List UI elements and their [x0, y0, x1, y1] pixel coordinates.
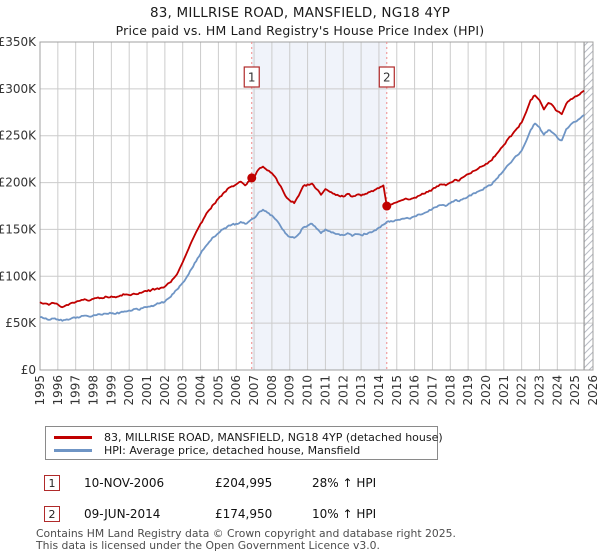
sale-2-hpi-delta: 10% ↑ HPI: [312, 507, 377, 521]
chart-subtitle: Price paid vs. HM Land Registry's House …: [115, 23, 485, 38]
x-axis-tick-label: 2014: [372, 375, 386, 406]
sale-row-1: 1 10-NOV-2006 £204,995 28% ↑ HPI: [0, 475, 600, 492]
y-axis-tick-label: £200K: [0, 176, 37, 190]
sale-1-marker-dot: [247, 173, 257, 183]
x-axis-tick-label: 2013: [354, 375, 368, 406]
plot-border: [39, 41, 594, 371]
sale-1-price: £204,995: [215, 476, 273, 490]
hpi-line: [39, 114, 585, 322]
sale-1-badge: 1: [44, 475, 60, 491]
x-axis-tick-label: 1997: [69, 375, 83, 406]
footer-line-2: This data is licensed under the Open Gov…: [36, 538, 380, 552]
chart-legend: 83, MILLRISE ROAD, MANSFIELD, NG18 4YP (…: [45, 426, 443, 460]
x-axis-tick-label: 2022: [515, 375, 529, 406]
x-axis-tick-label: 2006: [229, 375, 243, 406]
property-price-line: [39, 89, 585, 309]
x-axis-tick-label: 2019: [461, 375, 475, 406]
x-axis-tick-label: 2002: [158, 375, 172, 406]
x-axis-tick-label: 2016: [408, 375, 422, 406]
x-axis-tick-label: 2001: [140, 375, 154, 406]
legend-item-hpi: HPI: Average price, detached house, Mans…: [54, 444, 437, 457]
y-axis-tick-label: £250K: [0, 129, 37, 143]
x-axis-tick-label: 2005: [211, 375, 225, 406]
x-axis-tick-label: 2025: [568, 375, 582, 406]
x-axis-tick-label: 2020: [479, 375, 493, 406]
property-line-swatch: [54, 436, 92, 439]
x-axis-tick-label: 2012: [336, 375, 350, 406]
sale-1-chart-badge-label: 1: [248, 71, 256, 85]
sale-2-marker-dot: [382, 201, 392, 211]
x-axis-tick-label: 2018: [443, 375, 457, 406]
x-axis-tick-label: 2024: [550, 375, 564, 406]
chart-title: 83, MILLRISE ROAD, MANSFIELD, NG18 4YP: [149, 5, 451, 21]
x-axis-tick-label: 1996: [51, 375, 65, 406]
x-axis-tick-label: 2023: [532, 375, 546, 406]
x-axis-tick-label: 2007: [247, 375, 261, 406]
x-axis-tick-label: 1995: [33, 375, 47, 406]
sale-2-price: £174,950: [215, 507, 273, 521]
sale-row-2: 2 09-JUN-2014 £174,950 10% ↑ HPI: [0, 506, 600, 523]
footer-line-1: Contains HM Land Registry data © Crown c…: [36, 527, 456, 540]
x-axis-tick-label: 2009: [283, 375, 297, 406]
sale-2-badge: 2: [44, 506, 60, 522]
y-axis-tick-label: £100K: [0, 269, 37, 283]
sale-1-date: 10-NOV-2006: [84, 476, 165, 490]
x-axis-tick-label: 2026: [586, 375, 600, 406]
x-axis-tick-label: 2010: [301, 375, 315, 406]
legend-label-hpi: HPI: Average price, detached house, Mans…: [104, 444, 361, 457]
attribution-footer: Contains HM Land Registry data © Crown c…: [36, 528, 456, 552]
y-axis-tick-label: £150K: [0, 222, 37, 236]
legend-label-property: 83, MILLRISE ROAD, MANSFIELD, NG18 4YP (…: [104, 431, 443, 444]
sale-2-chart-badge-label: 2: [383, 71, 391, 85]
x-axis-tick-label: 2003: [176, 375, 190, 406]
price-history-chart: 1 2 £0 £50K £100K £150K £200K £250K £300K £350K 19…: [0, 35, 600, 406]
x-axis-tick-label: 2017: [425, 375, 439, 406]
legend-item-property: 83, MILLRISE ROAD, MANSFIELD, NG18 4YP (…: [54, 431, 443, 444]
y-axis-tick-label: £350K: [0, 35, 37, 49]
future-hatch-region: [584, 42, 593, 370]
x-axis-tick-label: 2011: [318, 375, 332, 406]
x-axis-tick-label: 2015: [390, 375, 404, 406]
sale-1-chart-badge: [243, 66, 260, 88]
x-axis-tick-label: 2004: [194, 375, 208, 406]
sale-2-date: 09-JUN-2014: [84, 507, 161, 521]
x-axis-tick-label: 1998: [87, 375, 101, 406]
y-axis-tick-label: £300K: [0, 82, 37, 96]
x-axis-tick-label: 2000: [122, 375, 136, 406]
sale-1-hpi-delta: 28% ↑ HPI: [312, 476, 377, 490]
y-axis-tick-label: £0: [21, 363, 36, 377]
hpi-line-swatch: [54, 449, 92, 452]
between-sales-band: [251, 42, 387, 370]
y-axis-tick-label: £50K: [5, 316, 37, 330]
sale-2-chart-badge: [378, 66, 395, 88]
x-axis-tick-label: 1999: [104, 375, 118, 406]
x-axis-tick-label: 2021: [497, 375, 511, 406]
x-axis-tick-label: 2008: [265, 375, 279, 406]
